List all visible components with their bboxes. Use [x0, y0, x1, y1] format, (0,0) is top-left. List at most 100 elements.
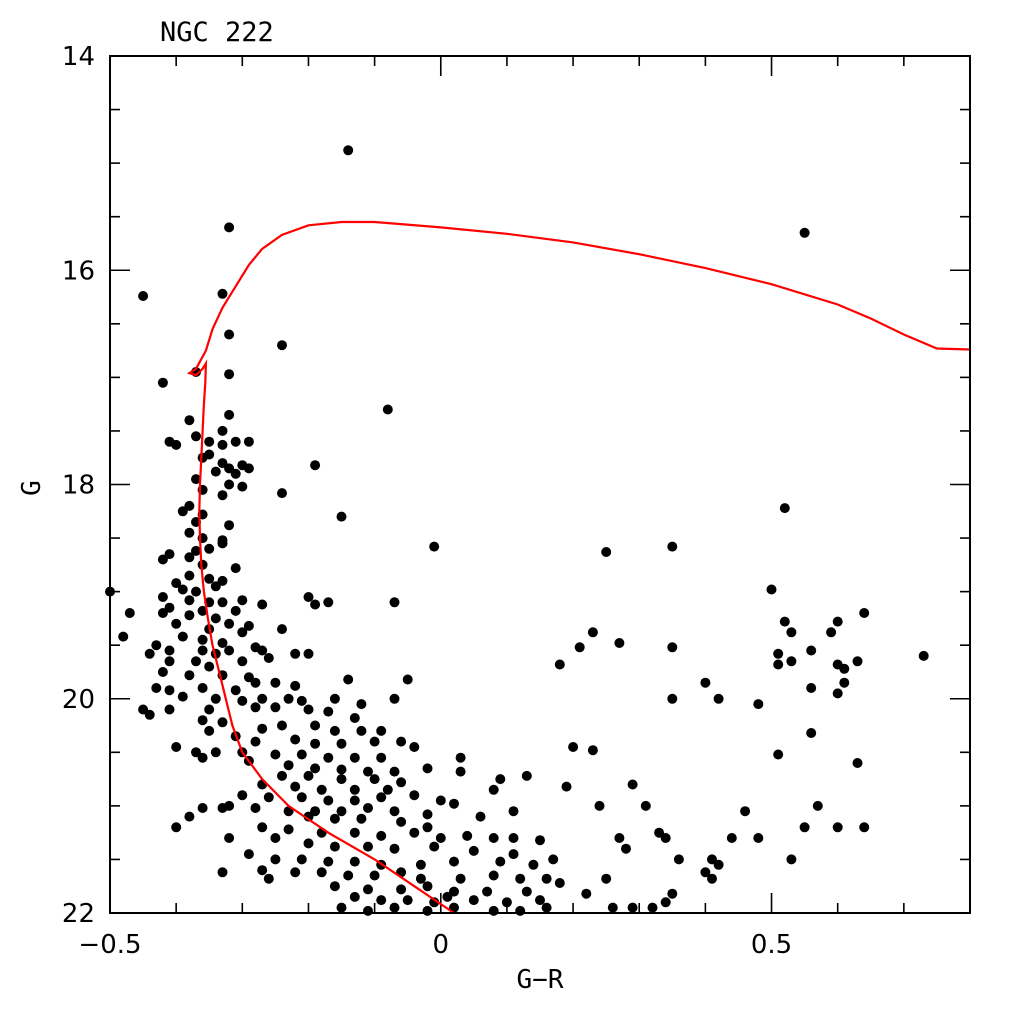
star-point	[402, 674, 413, 685]
isochrone-line	[186, 220, 971, 914]
star-point	[859, 822, 870, 833]
star-point	[707, 873, 717, 884]
star-point	[528, 859, 539, 870]
star-point	[521, 770, 532, 781]
star-point	[210, 613, 221, 624]
star-point	[363, 905, 373, 916]
star-point	[713, 859, 724, 870]
star-point	[290, 680, 301, 691]
star-point	[296, 695, 307, 706]
star-point	[832, 822, 843, 833]
star-point	[323, 856, 334, 867]
star-point	[290, 734, 301, 745]
star-point	[515, 905, 526, 916]
star-point	[224, 409, 235, 420]
star-point	[627, 779, 638, 790]
star-point	[184, 415, 195, 426]
star-point	[488, 784, 499, 795]
star-point	[607, 902, 618, 913]
star-point	[310, 599, 321, 610]
star-point	[468, 845, 479, 856]
star-point	[250, 677, 261, 688]
star-point	[243, 672, 254, 683]
star-point	[310, 738, 321, 749]
star-point	[435, 833, 446, 843]
star-point	[197, 752, 208, 763]
star-point	[369, 870, 380, 881]
star-point	[389, 597, 400, 608]
star-point	[329, 813, 340, 824]
star-point	[184, 595, 195, 606]
star-point	[323, 706, 334, 717]
star-point	[587, 745, 598, 756]
star-point	[409, 742, 420, 752]
star-point	[415, 859, 426, 870]
star-point	[184, 670, 195, 681]
star-point	[197, 803, 208, 813]
star-point	[488, 833, 499, 843]
star-point	[184, 570, 195, 581]
star-point	[204, 661, 215, 672]
star-point	[290, 648, 301, 659]
star-point	[462, 830, 473, 841]
star-point	[263, 653, 274, 663]
star-point	[257, 645, 268, 656]
star-point	[508, 833, 519, 843]
star-point	[237, 695, 248, 706]
star-point	[495, 856, 506, 867]
star-point	[323, 795, 334, 806]
star-point	[415, 873, 426, 884]
star-point	[475, 811, 486, 822]
star-point	[237, 790, 248, 801]
star-point	[488, 870, 499, 881]
star-point	[806, 728, 817, 738]
star-point	[488, 905, 499, 916]
star-point	[535, 835, 545, 846]
star-point	[224, 833, 235, 843]
star-point	[508, 849, 519, 860]
star-point	[349, 713, 360, 723]
star-point	[237, 627, 248, 638]
star-point	[257, 693, 268, 704]
star-point	[310, 763, 321, 774]
star-point	[449, 856, 459, 867]
star-point	[601, 547, 612, 557]
star-point	[329, 881, 340, 892]
star-point	[396, 736, 407, 747]
star-point	[177, 691, 188, 702]
star-point	[270, 677, 281, 688]
star-point	[243, 463, 254, 474]
star-point	[389, 902, 400, 913]
star-point	[356, 699, 367, 710]
star-point	[667, 693, 678, 704]
star-point	[554, 659, 565, 670]
star-point	[396, 777, 407, 788]
star-point	[296, 749, 307, 760]
star-point	[290, 781, 301, 792]
star-point	[832, 688, 843, 699]
star-point	[376, 792, 387, 803]
star-point	[349, 795, 360, 806]
star-point	[197, 452, 208, 463]
star-point	[224, 329, 235, 340]
star-point	[157, 608, 168, 618]
star-point	[184, 552, 195, 563]
star-point	[806, 645, 817, 656]
star-point	[773, 749, 784, 760]
star-point	[561, 781, 572, 792]
star-point	[389, 766, 400, 777]
star-point	[250, 803, 261, 813]
star-point	[627, 902, 638, 913]
star-point	[839, 677, 850, 688]
star-point	[779, 616, 790, 627]
star-point	[210, 581, 221, 592]
star-point	[243, 436, 254, 447]
star-point	[270, 833, 281, 843]
star-point	[554, 878, 565, 888]
plot-frame	[109, 55, 971, 914]
star-point	[204, 704, 215, 715]
y-tick-label: 14	[62, 42, 95, 72]
star-point	[217, 439, 228, 450]
star-point	[191, 474, 201, 485]
star-point	[210, 693, 221, 704]
